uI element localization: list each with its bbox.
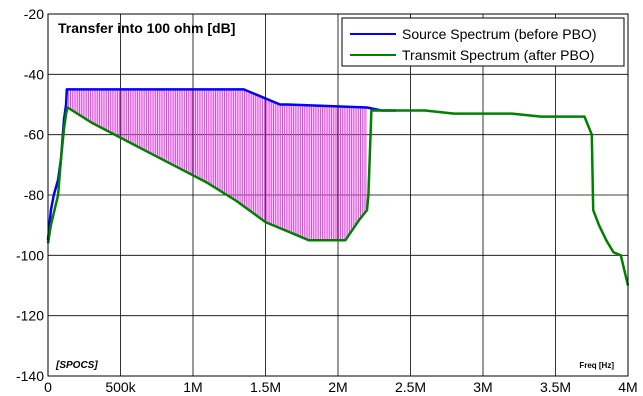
x-tick-label: 1M [183, 379, 202, 395]
y-tick-label: -120 [16, 308, 44, 324]
corner-label: [SPOCS] [55, 360, 98, 371]
series-line-0 [46, 88, 396, 241]
x-tick-label: 1.5M [250, 379, 281, 395]
chart-title: Transfer into 100 ohm [dB] [58, 20, 235, 36]
legend-label-source: Source Spectrum (before PBO) [402, 26, 597, 42]
series-layer [46, 88, 630, 286]
x-tick-label: 3.5M [540, 379, 571, 395]
y-tick-label: -40 [24, 66, 44, 82]
series-line-1 [46, 106, 630, 286]
x-tick-label: 2M [328, 379, 347, 395]
y-tick-label: -80 [24, 187, 44, 203]
y-tick-label: -60 [24, 127, 44, 143]
x-tick-label: 4M [618, 379, 637, 395]
y-tick-label: -100 [16, 247, 44, 263]
x-tick-labels: 0 500k 1M 1.5M 2M 2.5M 3M 3.5M 4M [44, 379, 638, 395]
y-tick-labels: -20 -40 -60 -80 -100 -120 -140 [16, 6, 44, 384]
y-tick-label: -20 [24, 6, 44, 22]
legend-label-transmit: Transmit Spectrum (after PBO) [402, 47, 594, 63]
x-axis-label: Freq [Hz] [579, 361, 614, 370]
x-tick-label: 3M [473, 379, 492, 395]
x-tick-label: 500k [105, 379, 136, 395]
x-tick-label: 0 [44, 379, 52, 395]
legend: Source Spectrum (before PBO) Transmit Sp… [341, 17, 625, 67]
fill-between-area [66, 89, 367, 241]
x-tick-label: 2.5M [395, 379, 426, 395]
plot-frame [47, 13, 629, 377]
y-tick-label: -140 [16, 368, 44, 384]
legend-box [341, 17, 625, 67]
